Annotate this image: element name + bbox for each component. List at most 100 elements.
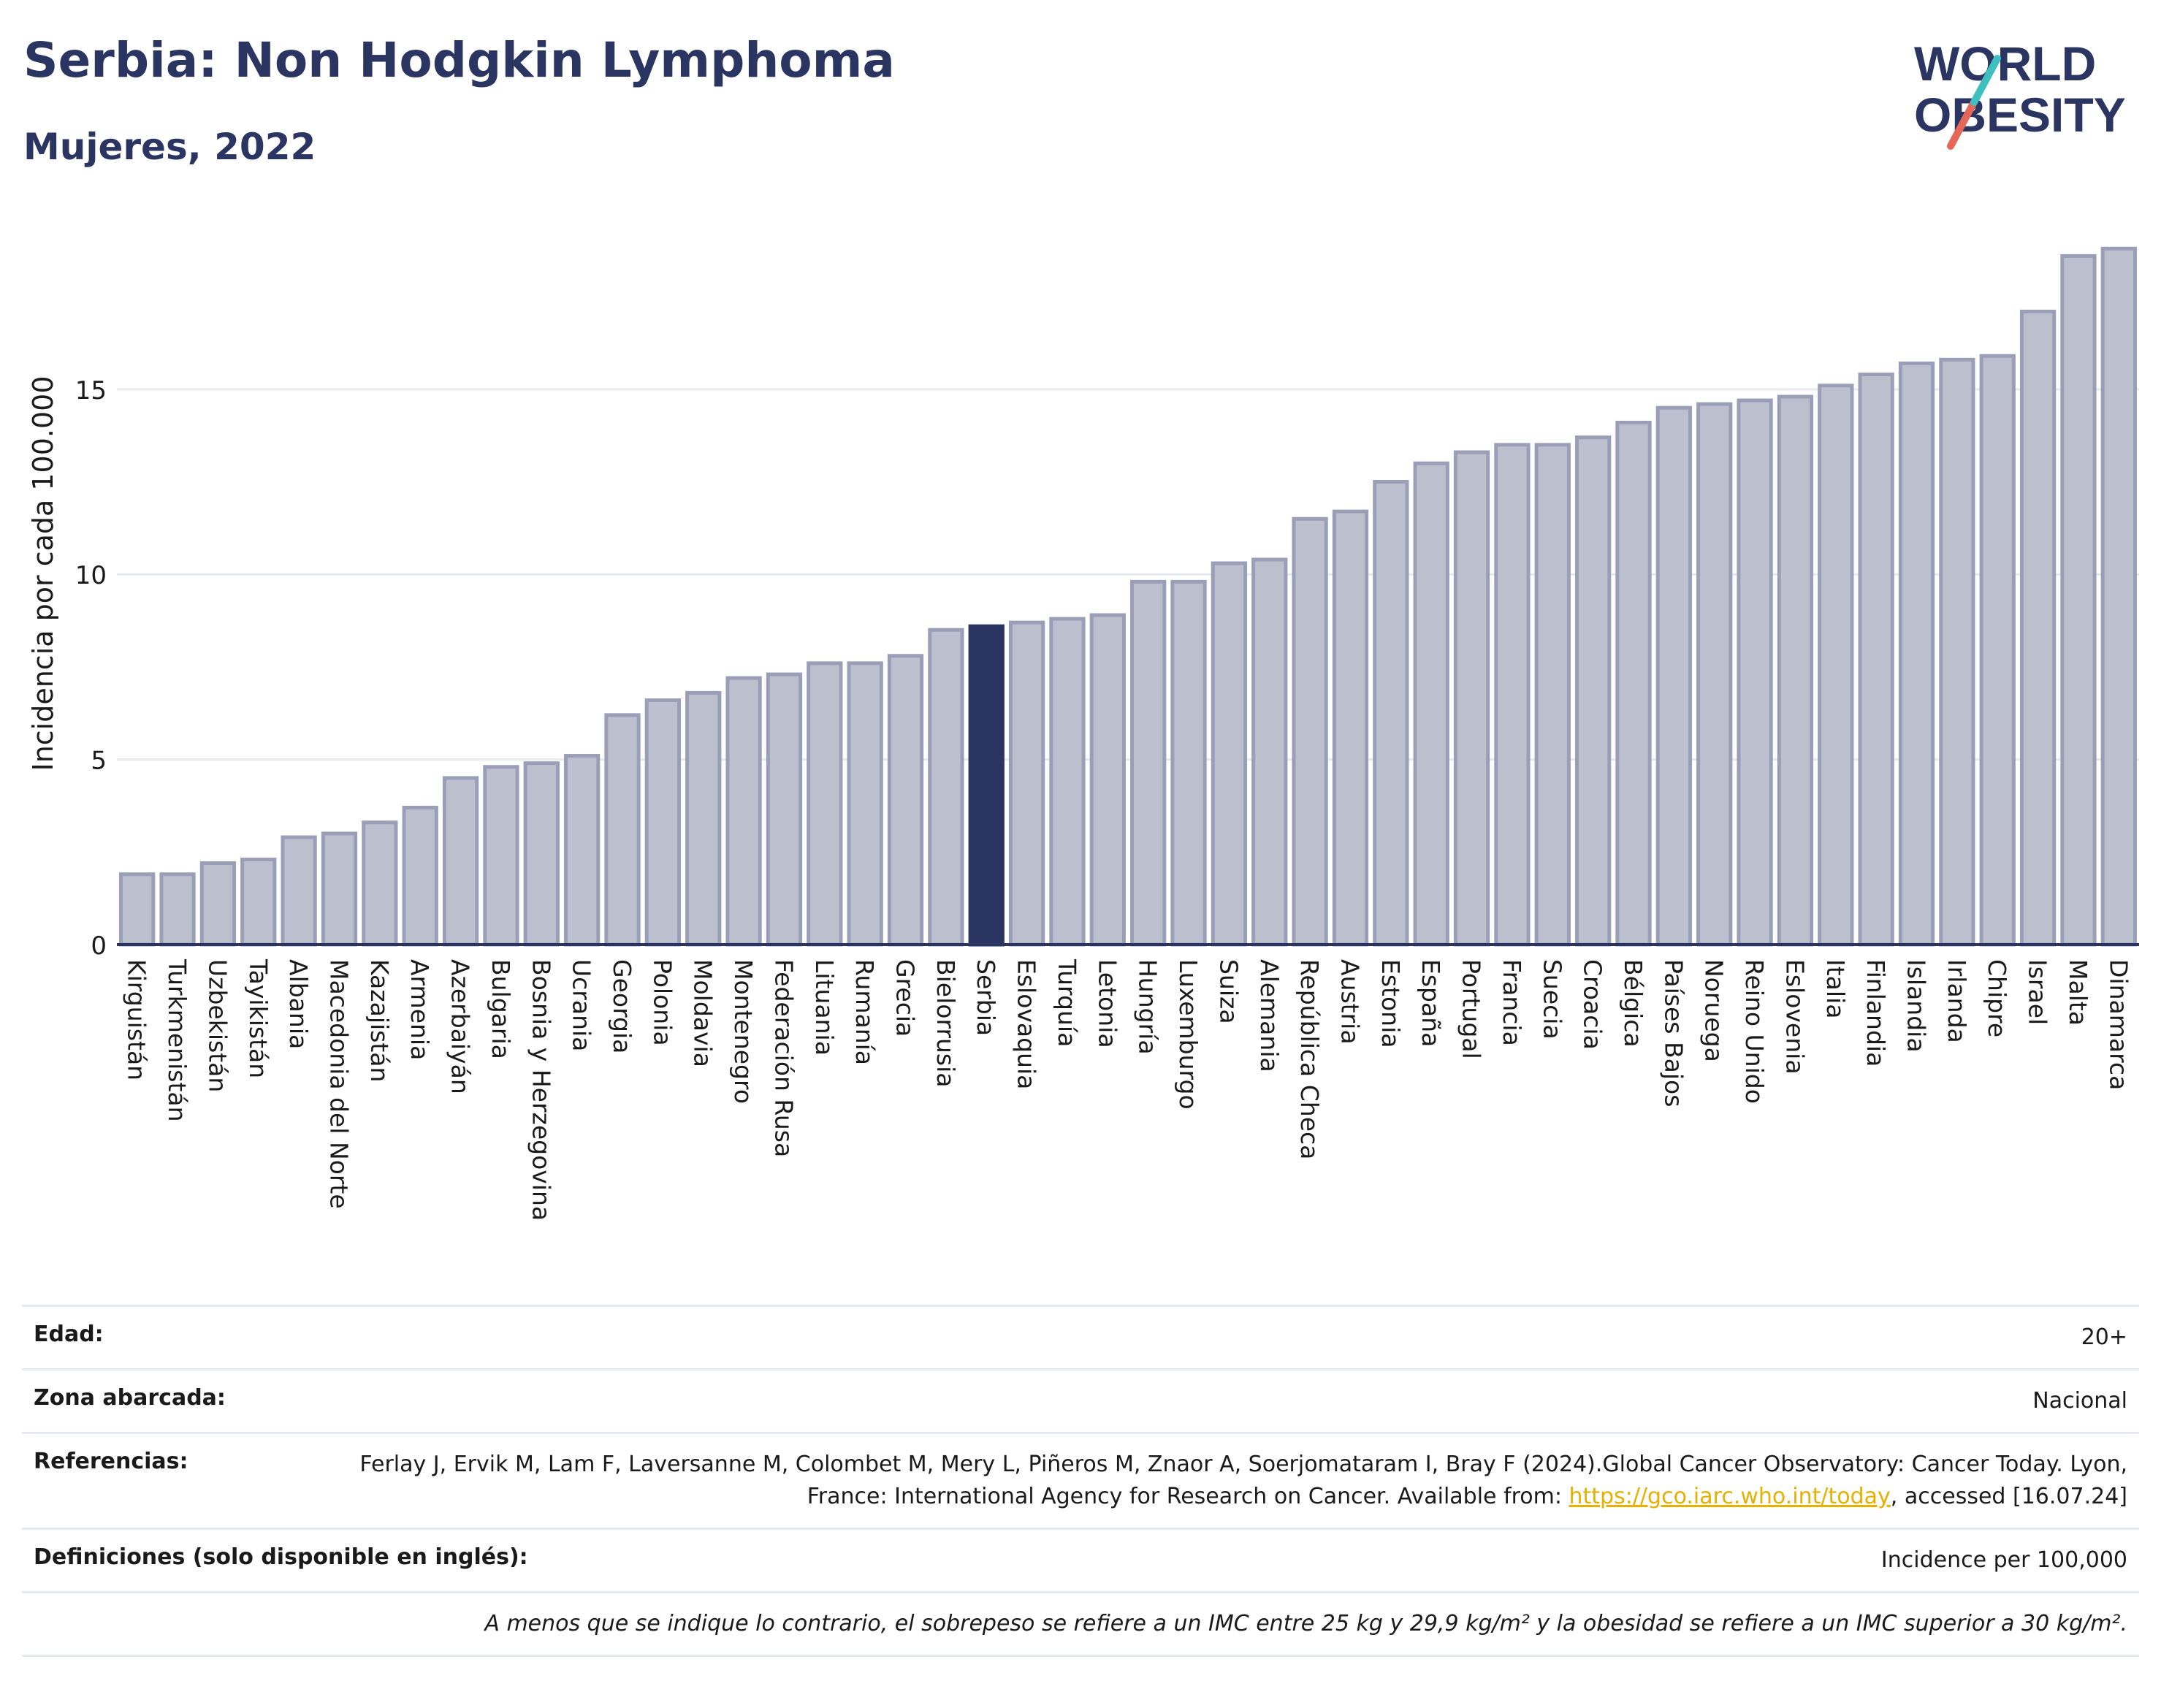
- info-row-note: A menos que se indique lo contrario, el …: [22, 1591, 2139, 1657]
- references-value: Ferlay J, Ervik M, Lam F, Laversanne M, …: [359, 1449, 2127, 1513]
- x-tick-label: Letonia: [1093, 959, 1121, 1048]
- age-label: Edad:: [34, 1322, 104, 1347]
- zone-value: Nacional: [2032, 1388, 2127, 1414]
- x-tick-label: Albania: [284, 959, 313, 1049]
- bar: [644, 698, 682, 947]
- bar: [1170, 579, 1207, 947]
- bar-chart: 0 5 10 15 Kirguistán Turkmenistán Uzbekistán T…: [27, 246, 2139, 1221]
- x-tick-label: Malta: [2064, 959, 2092, 1026]
- y-tick-label: 5: [91, 747, 107, 776]
- definitions-value: Incidence per 100,000: [1880, 1547, 2127, 1573]
- references-link[interactable]: https://gco.iarc.who.int/today: [1569, 1484, 1891, 1509]
- chart-subtitle: Mujeres, 2022: [23, 126, 316, 168]
- info-row-references: Referencias: Ferlay J, Ervik M, Lam F, L…: [22, 1432, 2139, 1528]
- bar: [119, 872, 156, 947]
- x-tick-label: Reino Unido: [1740, 959, 1769, 1104]
- bar: [1130, 579, 1167, 947]
- bar: [1898, 361, 1935, 947]
- bar: [1737, 398, 1773, 947]
- bar: [1818, 384, 1854, 947]
- x-tick-label: Italia: [1821, 959, 1850, 1018]
- bar: [887, 654, 924, 947]
- x-tick-label: Estonia: [1376, 959, 1405, 1048]
- bar: [1858, 373, 1894, 947]
- x-tick-label: Suecia: [1538, 959, 1566, 1040]
- x-tick-label: Bosnia y Herzegovina: [527, 959, 555, 1221]
- bars: [119, 246, 2137, 947]
- x-tick-label: Bielorrusia: [931, 959, 960, 1088]
- x-tick-label: Ucrania: [568, 959, 596, 1051]
- x-tick-label: Eslovenia: [1780, 959, 1809, 1075]
- x-tick-labels: Kirguistán Turkmenistán Uzbekistán Tayikist…: [123, 958, 2133, 1221]
- age-value: 20+: [2081, 1324, 2127, 1350]
- x-tick-label: Federación Rusa: [769, 959, 798, 1157]
- x-tick-label: Turkmenistán: [163, 958, 191, 1122]
- bar: [766, 672, 803, 947]
- x-tick-label: Francia: [1498, 959, 1526, 1046]
- bar: [2060, 253, 2097, 947]
- bar: [847, 661, 883, 947]
- y-axis-label: Incidencia por cada 100.000: [27, 375, 59, 771]
- logo-text-world: WORLD: [1914, 37, 2096, 91]
- x-tick-label: Azerbaiyán: [446, 959, 475, 1094]
- x-tick-label: Uzbekistán: [203, 959, 232, 1092]
- logo-slash-red: [1947, 99, 1978, 150]
- references-label: Referencias:: [34, 1449, 188, 1474]
- x-tick-label: Países Bajos: [1659, 959, 1688, 1107]
- x-tick-label: Eslovaquia: [1013, 959, 1041, 1089]
- bar: [159, 872, 196, 947]
- bar: [563, 754, 601, 947]
- bar: [199, 861, 237, 947]
- zone-label: Zona abarcada:: [34, 1385, 226, 1411]
- y-tick-label: 15: [75, 376, 107, 405]
- bar: [321, 831, 358, 947]
- references-text-1: Ferlay J, Ervik M, Lam F, Laversanne M, …: [359, 1452, 2127, 1509]
- bar: [1655, 405, 1693, 947]
- bar: [1008, 620, 1045, 947]
- bar: [1292, 516, 1328, 947]
- bar: [1453, 450, 1490, 947]
- x-tick-label: Montenegro: [729, 959, 758, 1104]
- bar: [483, 765, 519, 947]
- bar: [1251, 557, 1288, 947]
- bar: [1615, 420, 1652, 947]
- chart-title: Serbia: Non Hodgkin Lymphoma: [23, 32, 895, 88]
- bar: [240, 857, 277, 947]
- world-obesity-logo: WORLD OBESITY: [1914, 37, 2126, 150]
- x-tick-label: Alemania: [1255, 959, 1284, 1072]
- x-tick-label: Macedonia del Norte: [324, 959, 353, 1209]
- x-tick-label: Chipre: [1983, 959, 2011, 1037]
- references-text-2: , accessed [16.07.24]: [1890, 1484, 2127, 1509]
- x-tick-label: Suiza: [1214, 959, 1243, 1024]
- x-tick-label: Luxemburgo: [1174, 959, 1203, 1110]
- bar: [807, 661, 843, 947]
- bar: [725, 676, 762, 947]
- bar: [1574, 435, 1612, 947]
- info-table: Edad: 20+ Zona abarcada: Nacional Refere…: [22, 1305, 2139, 1657]
- x-tick-label: Lituania: [810, 959, 839, 1056]
- x-tick-label: Serbia: [972, 959, 1000, 1036]
- x-tick-label: Portugal: [1457, 959, 1486, 1059]
- x-tick-label: Bélgica: [1619, 959, 1647, 1048]
- y-tick-label: 10: [75, 561, 107, 590]
- info-row-definitions: Definiciones (solo disponible en inglés)…: [22, 1528, 2139, 1591]
- x-tick-label: Tayikistán: [244, 958, 272, 1078]
- x-tick-label: Hungría: [1134, 959, 1162, 1055]
- bar: [1413, 461, 1449, 947]
- x-tick-label: Polonia: [648, 959, 676, 1046]
- bar: [1939, 357, 1975, 947]
- logo-slash-teal: [1970, 55, 2001, 106]
- bar: [1332, 509, 1369, 947]
- y-tick-labels: 0 5 10 15: [75, 376, 107, 961]
- x-tick-label: Kirguistán: [123, 959, 151, 1080]
- bar: [2100, 246, 2137, 947]
- bar-highlight: [968, 624, 1005, 947]
- bar: [362, 820, 398, 947]
- x-tick-label: Moldavia: [689, 959, 717, 1067]
- bar: [402, 805, 438, 947]
- bar: [1696, 402, 1733, 947]
- bar: [2019, 309, 2057, 947]
- bar: [1979, 354, 2016, 947]
- x-tick-label: Israel: [2024, 959, 2052, 1025]
- x-tick-label: Dinamarca: [2104, 959, 2133, 1090]
